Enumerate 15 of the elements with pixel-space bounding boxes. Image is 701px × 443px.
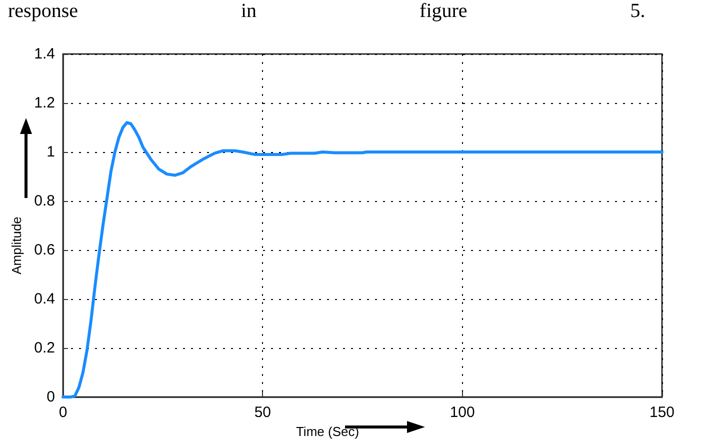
x-tick-label: 150 (649, 404, 675, 421)
x-tick-label: 0 (58, 404, 68, 421)
y-tick-label: 1 (46, 144, 55, 160)
y-tick-label: 0.2 (34, 340, 55, 356)
x-axis-title: Time (Sec) (296, 424, 360, 439)
y-axis-title: Amplitude (9, 216, 24, 274)
y-tick-label: 1.2 (34, 94, 55, 112)
y-tick-label: 0.8 (34, 192, 55, 210)
y-tick-label: 0.6 (34, 242, 55, 258)
y-tick-label: 0 (46, 388, 55, 406)
x-tick-label: 50 (254, 404, 272, 421)
y-tick-label: 1.4 (34, 46, 55, 62)
text: response in figure 5. (8, 0, 646, 23)
y-tick-label: 0.4 (34, 290, 55, 308)
x-tick-label: 100 (450, 404, 475, 421)
